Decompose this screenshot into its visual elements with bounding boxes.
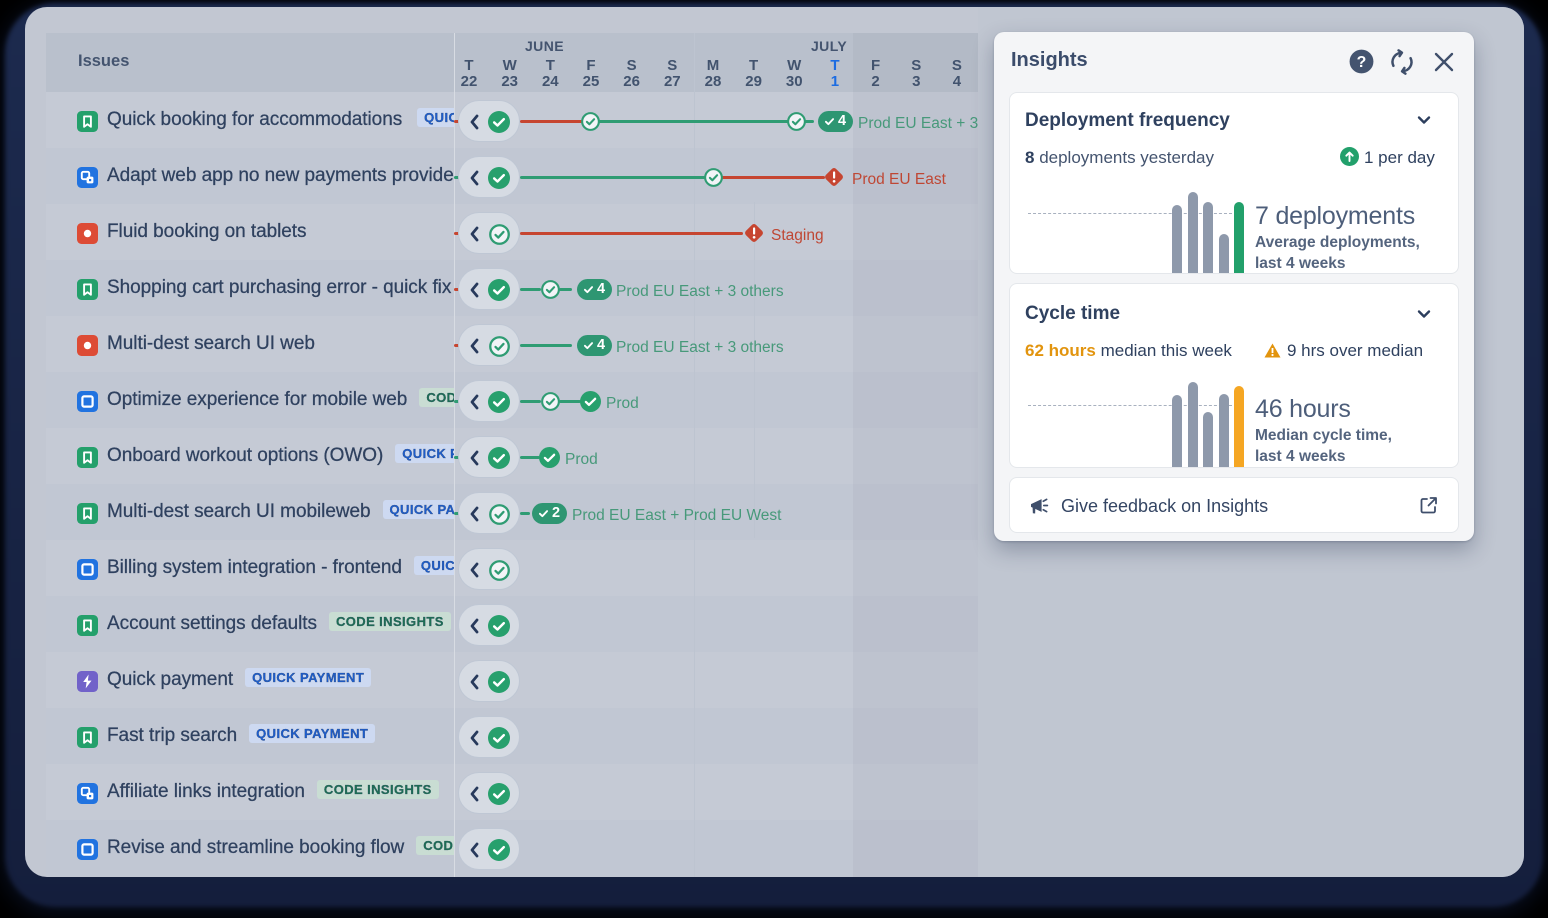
svg-text:?: ? [1357, 54, 1367, 71]
